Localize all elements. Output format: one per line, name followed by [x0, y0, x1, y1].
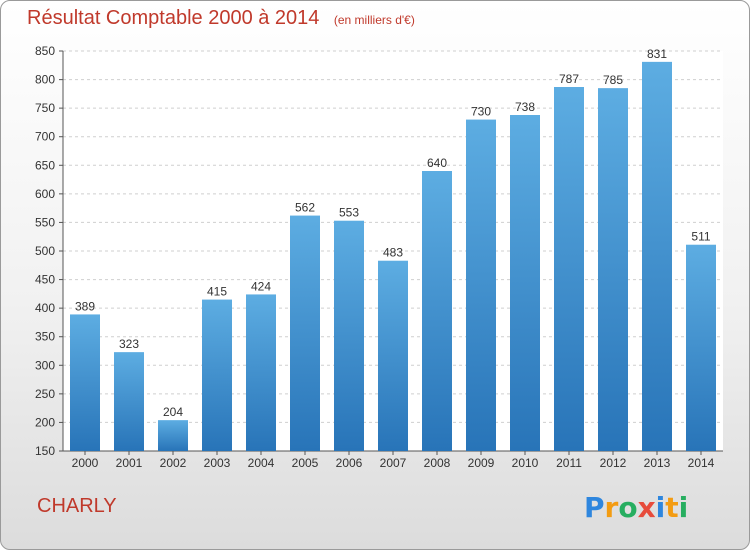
x-tick-label: 2011: [556, 456, 582, 470]
data-label: 562: [295, 201, 315, 215]
bar-2008: [422, 171, 452, 451]
bar-2011: [554, 87, 584, 451]
x-tick-label: 2004: [248, 456, 275, 470]
chart-title-block: Résultat Comptable 2000 à 2014 (en milli…: [27, 7, 415, 30]
data-label: 787: [559, 72, 579, 86]
data-label: 640: [427, 156, 447, 170]
bar-2013: [642, 61, 672, 451]
y-tick-label: 850: [35, 44, 55, 58]
y-tick-label: 350: [35, 330, 55, 344]
x-tick-label: 2010: [512, 456, 539, 470]
y-tick-label: 550: [35, 215, 55, 229]
y-tick-label: 300: [35, 358, 55, 372]
data-label: 730: [471, 105, 491, 119]
x-tick-label: 2014: [688, 456, 715, 470]
data-label: 483: [383, 246, 403, 260]
y-tick-label: 450: [35, 273, 55, 287]
x-tick-label: 2001: [116, 456, 143, 470]
y-tick-label: 250: [35, 387, 55, 401]
data-label: 553: [339, 206, 359, 220]
x-tick-label: 2012: [600, 456, 627, 470]
data-label: 323: [119, 337, 139, 351]
x-tick-label: 2007: [380, 456, 407, 470]
x-tick-label: 2006: [336, 456, 363, 470]
logo-letter: x: [637, 491, 656, 524]
proxiti-logo: Proxiti: [584, 491, 688, 524]
y-tick-label: 800: [35, 73, 55, 87]
bar-2012: [598, 88, 628, 452]
y-tick-label: 400: [35, 301, 55, 315]
x-tick-label: 2008: [424, 456, 451, 470]
bar-2005: [290, 215, 320, 451]
commune-name: CHARLY: [37, 495, 117, 517]
data-label: 785: [603, 73, 623, 87]
y-tick-label: 500: [35, 244, 55, 258]
data-label: 424: [251, 279, 271, 293]
logo-letter: r: [604, 491, 619, 524]
y-tick-label: 150: [35, 444, 55, 458]
x-tick-label: 2009: [468, 456, 495, 470]
x-tick-label: 2013: [644, 456, 671, 470]
data-label: 511: [691, 230, 710, 244]
data-label: 831: [647, 47, 667, 61]
data-label: 389: [75, 299, 95, 313]
bar-2010: [510, 115, 540, 451]
bar-2003: [202, 299, 232, 451]
y-tick-label: 650: [35, 158, 55, 172]
bar-2009: [466, 119, 496, 452]
y-tick-label: 600: [35, 187, 55, 201]
chart-title: Résultat Comptable 2000 à 2014: [27, 7, 320, 29]
bar-2004: [246, 294, 276, 451]
y-tick-label: 750: [35, 101, 55, 115]
logo-letter: P: [584, 491, 605, 524]
bar-2001: [114, 352, 144, 451]
chart-unit: (en milliers d'€): [333, 13, 415, 27]
bar-2002: [158, 420, 188, 451]
x-tick-label: 2000: [72, 456, 99, 470]
bar-2014: [686, 244, 716, 451]
y-tick-label: 200: [35, 415, 55, 429]
data-label: 738: [515, 100, 535, 114]
data-label: 415: [207, 285, 227, 299]
logo-letter: o: [618, 491, 638, 524]
y-tick-label: 700: [35, 130, 55, 144]
bar-2000: [70, 314, 100, 451]
x-tick-label: 2002: [160, 456, 187, 470]
data-label: 204: [163, 405, 183, 419]
x-tick-label: 2005: [292, 456, 319, 470]
x-tick-label: 2003: [204, 456, 231, 470]
logo-letter: i: [678, 491, 689, 524]
logo-letter: i: [655, 491, 666, 524]
bar-2006: [334, 220, 364, 451]
bar-2007: [378, 260, 408, 451]
logo-letter: t: [665, 491, 679, 524]
